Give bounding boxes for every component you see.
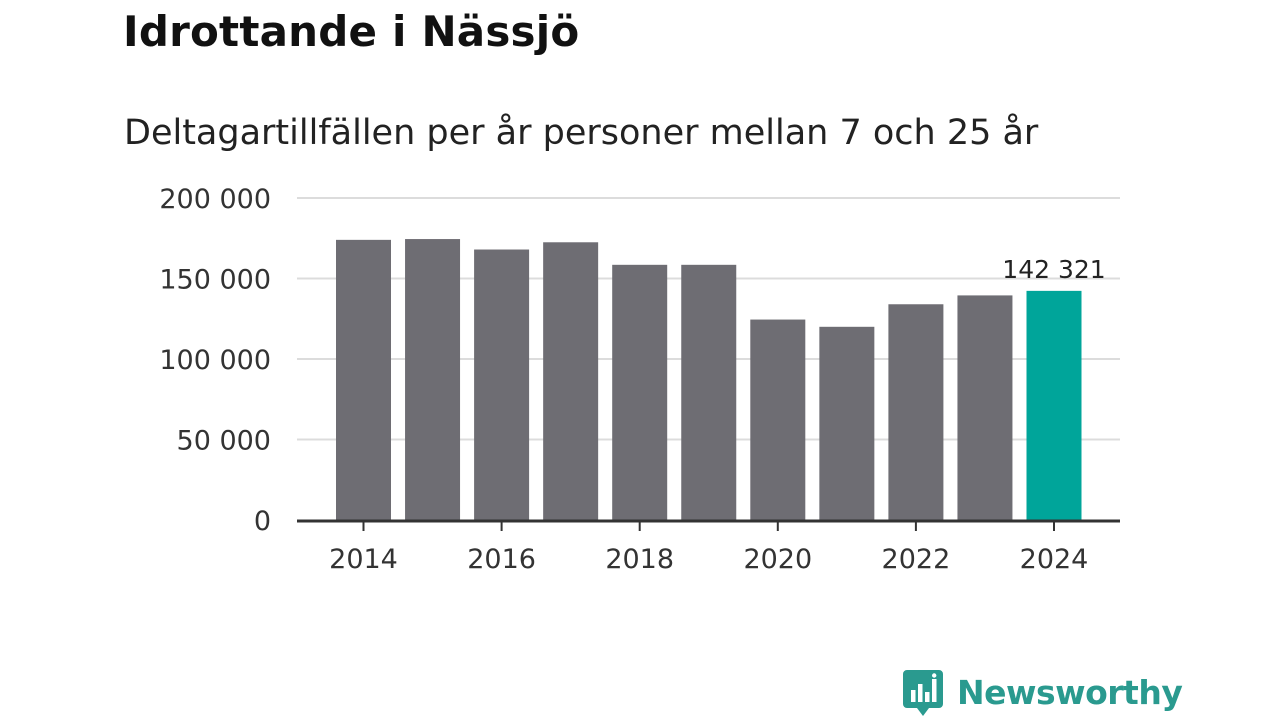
bar (543, 242, 599, 520)
bar (474, 249, 530, 520)
x-tick-label: 2024 (1020, 544, 1089, 575)
y-axis-labels: 0 50 000 100 000 150 000 200 000 (159, 184, 271, 537)
chart-title: Idrottande i Nässjö (123, 7, 580, 56)
y-tick-label: 100 000 (159, 345, 271, 376)
chart-subtitle: Deltagartillfällen per år personer mella… (124, 113, 1039, 153)
x-tick-label: 2022 (882, 544, 951, 575)
bars (336, 239, 1082, 521)
x-axis (297, 519, 1120, 531)
y-tick-label: 200 000 (159, 184, 271, 215)
y-tick-label: 50 000 (177, 426, 271, 457)
bar (750, 319, 806, 520)
bar (888, 304, 944, 520)
bar (612, 264, 668, 520)
logo-text: Newsworthy (957, 673, 1183, 712)
data-labels: 142 321 (1002, 255, 1105, 284)
x-tick-label: 2014 (329, 544, 398, 575)
y-tick-label: 0 (254, 506, 271, 537)
bar (336, 239, 391, 521)
bar (957, 295, 1013, 520)
y-tick-label: 150 000 (159, 265, 271, 296)
bar-highlight (1026, 290, 1082, 520)
data-label-highlight: 142 321 (1002, 255, 1105, 284)
x-tick-label: 2020 (743, 544, 812, 575)
x-tick-label: 2018 (605, 544, 674, 575)
bar (819, 326, 875, 520)
bar (681, 264, 737, 520)
bar (405, 239, 461, 520)
newsworthy-chart-icon (903, 670, 943, 716)
newsworthy-logo: Newsworthy (903, 670, 1183, 716)
x-axis-labels: 2014 2016 2018 2020 2022 2024 (329, 544, 1088, 575)
x-tick-label: 2016 (467, 544, 536, 575)
